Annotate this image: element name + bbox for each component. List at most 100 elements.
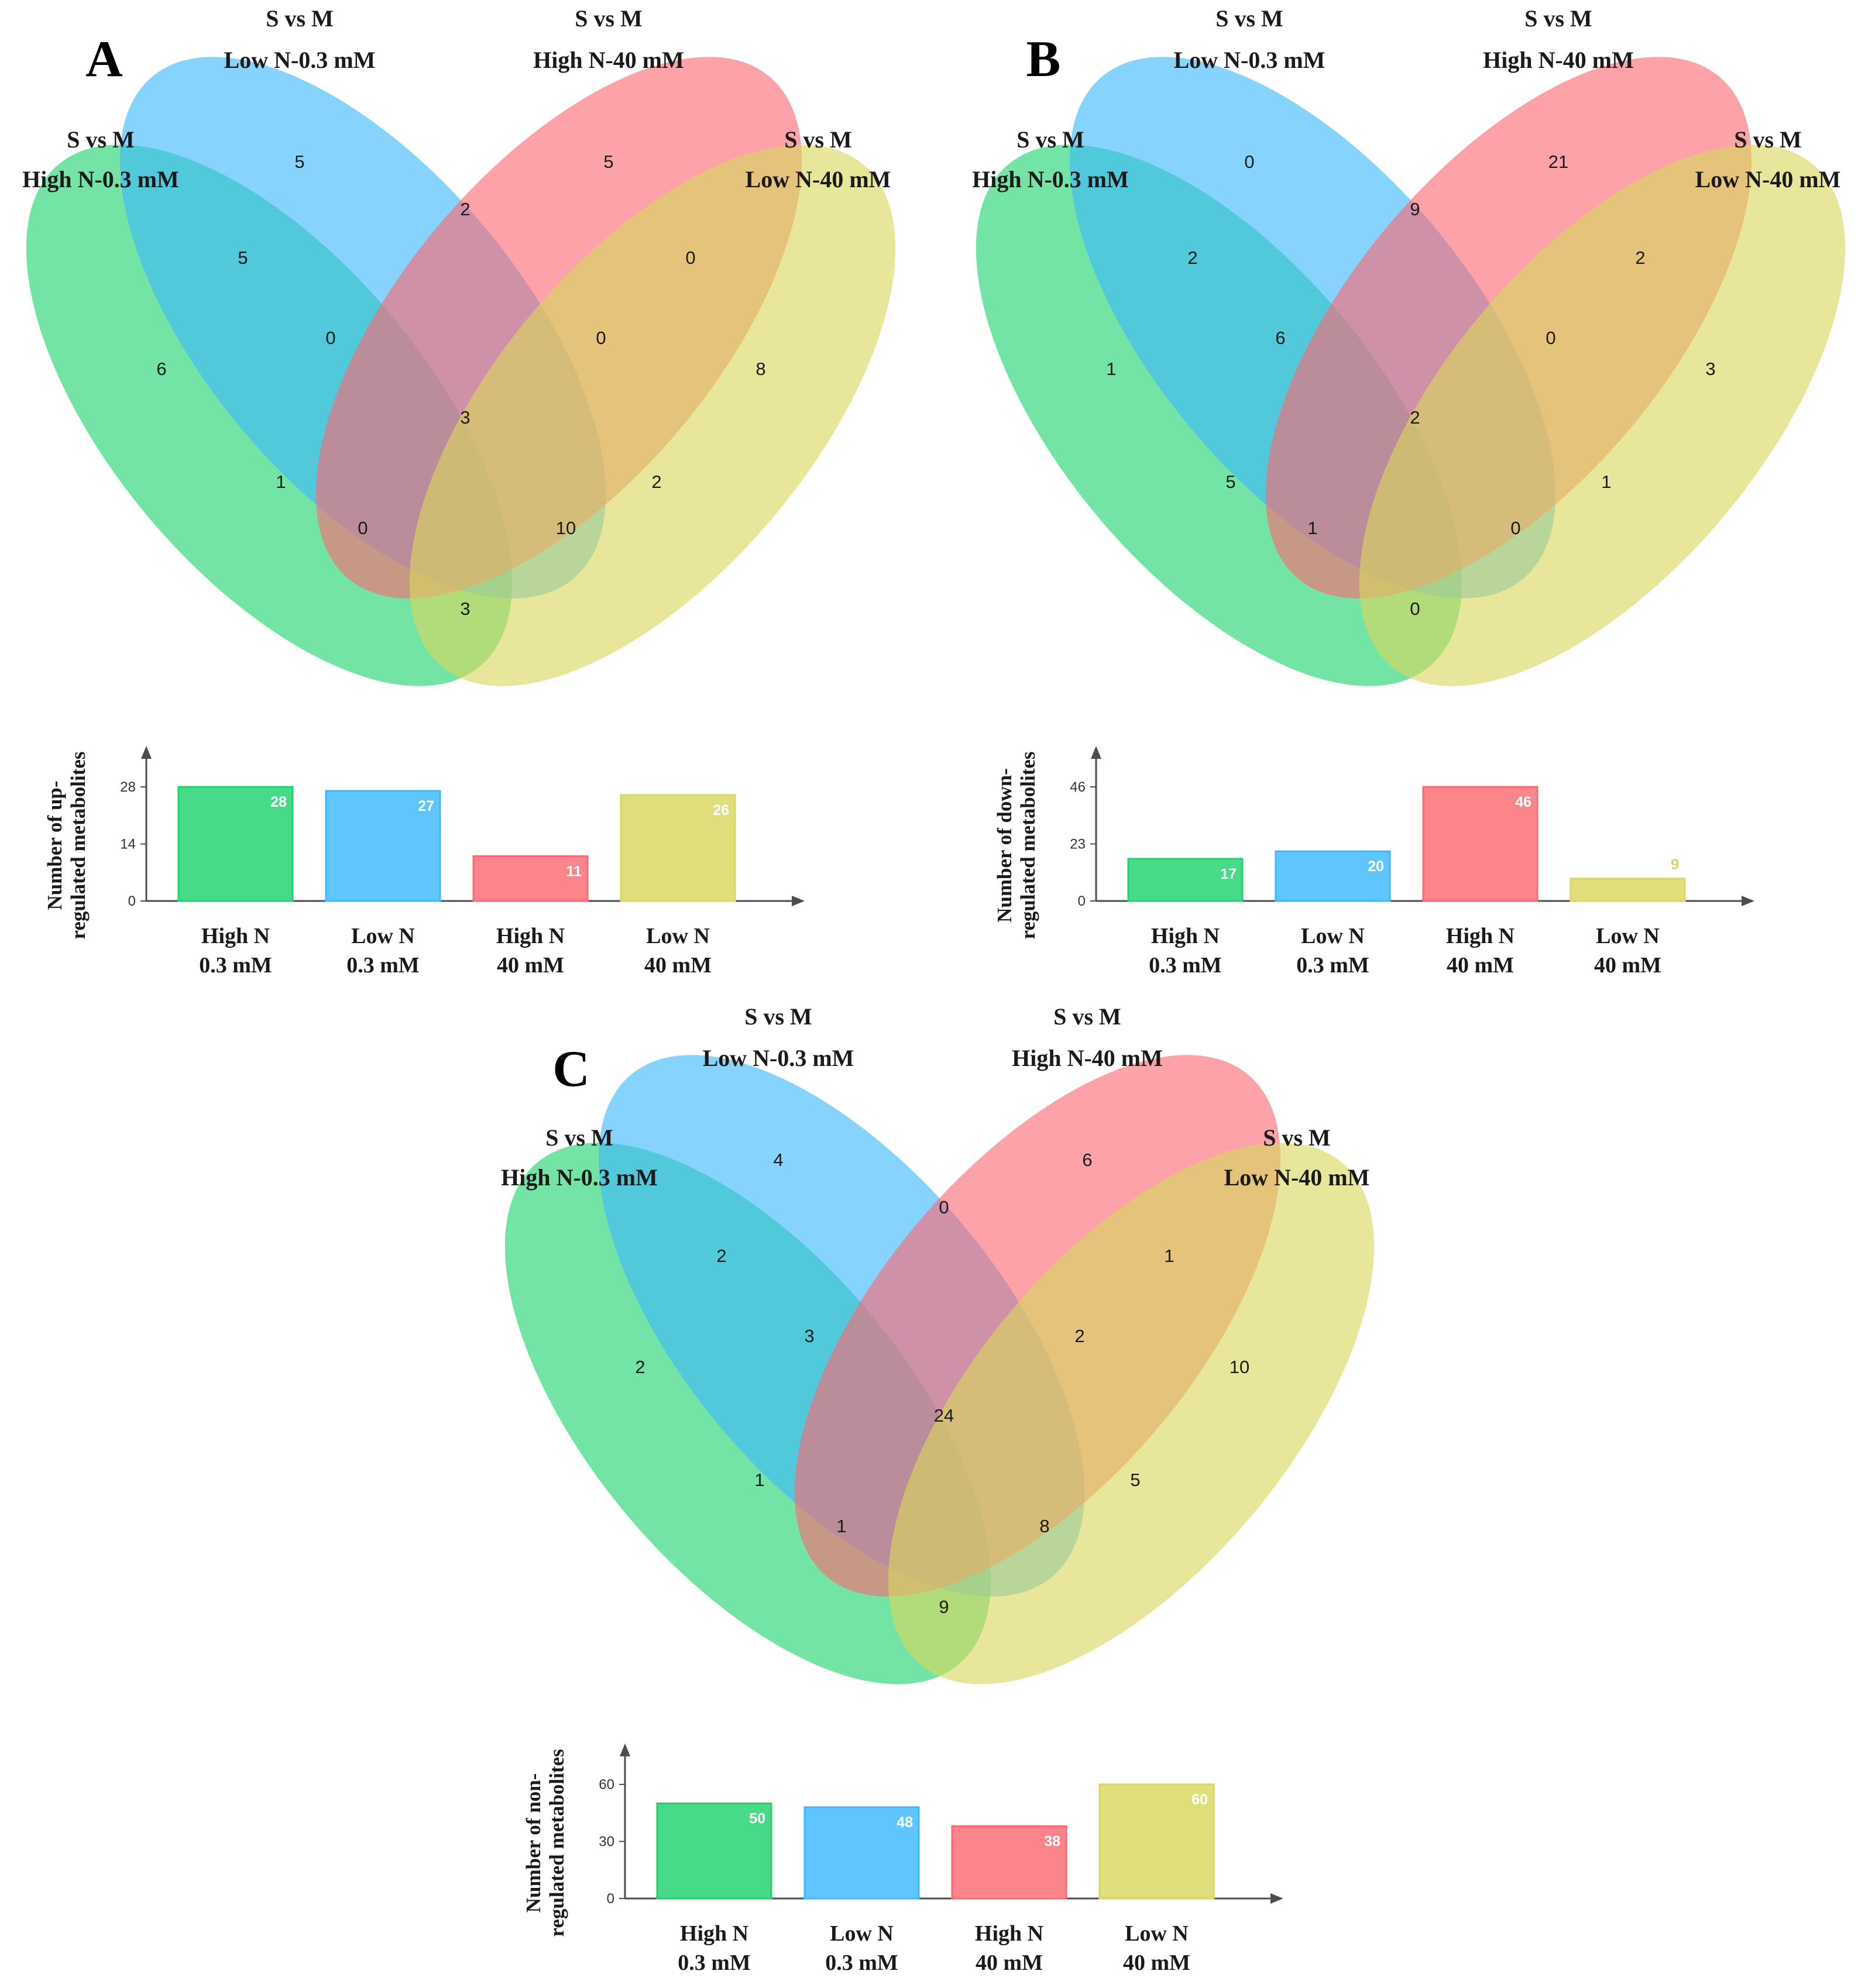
bar-value-label: 60	[1191, 1791, 1208, 1808]
venn-set-label: S vs M	[1734, 126, 1802, 153]
panel-letter: C	[552, 1041, 590, 1098]
x-tick-label: High N	[496, 924, 565, 948]
bar-value-label: 50	[749, 1811, 765, 1827]
venn-region-count: 2	[1635, 247, 1645, 268]
venn-region-count: 10	[1229, 1357, 1249, 1377]
y-axis-label-line: Number of up-	[43, 780, 66, 910]
x-tick-label: High N	[1151, 924, 1220, 948]
y-axis-label-line: regulated metabolites	[1016, 751, 1039, 939]
venn-region-count: 0	[939, 1197, 949, 1217]
venn-region-count: 0	[685, 247, 695, 268]
y-tick-label: 0	[607, 1891, 614, 1907]
venn-set-label: S vs M	[1215, 5, 1283, 32]
y-tick-label: 28	[120, 779, 136, 795]
x-tick-label: High N	[680, 1921, 748, 1946]
venn-region-count: 3	[804, 1326, 814, 1346]
venn-set-label: Low N-40 mM	[1224, 1164, 1370, 1191]
y-tick-label: 23	[1070, 837, 1086, 852]
y-axis-label-line: regulated metabolites	[67, 751, 90, 939]
venn-set-label: S vs M	[744, 1003, 812, 1030]
x-tick-label: 0.3 mM	[1149, 953, 1222, 978]
venn-region-count: 2	[635, 1357, 645, 1377]
bar	[1275, 850, 1391, 902]
venn-set-label: Low N-0.3 mM	[1174, 47, 1325, 73]
x-tick-label: 40 mM	[1123, 1951, 1190, 1975]
venn-set-label: High N-0.3 mM	[972, 166, 1129, 192]
bar-value-label: 46	[1515, 794, 1531, 810]
bar-value-label: 20	[1368, 858, 1384, 875]
venn-panel-c: C S vs M High N-0.3 mM S vs M Low N-0.3 mM S …	[501, 1003, 1375, 1684]
venn-panel-b: B S vs M High N-0.3 mM S vs M Low N-0.3 mM S …	[972, 5, 1846, 686]
x-tick-label: High N	[975, 1921, 1043, 1946]
bar-value-label: 26	[713, 802, 729, 818]
y-tick-label: 30	[599, 1834, 614, 1850]
panel-letter: B	[1026, 31, 1061, 88]
venn-set-label: Low N-0.3 mM	[224, 47, 376, 73]
x-tick-label: High N	[201, 924, 270, 948]
bar	[1098, 1783, 1215, 1900]
x-tick-label: Low N	[646, 924, 710, 948]
venn-set-label: S vs M	[545, 1124, 613, 1151]
venn-set-label: Low N-40 mM	[1695, 166, 1841, 192]
venn-region-count: 8	[755, 359, 765, 379]
venn-set-label: High N-40 mM	[1012, 1045, 1163, 1071]
venn-region-count: 0	[325, 328, 335, 348]
venn-region-count: 4	[773, 1150, 783, 1170]
venn-region-count: 1	[836, 1516, 846, 1536]
x-tick-label: 40 mM	[976, 1951, 1043, 1975]
x-tick-label: 40 mM	[1594, 953, 1661, 978]
y-axis-arrow	[141, 746, 152, 759]
venn-set-label: S vs M	[784, 126, 852, 153]
bar	[1127, 858, 1244, 902]
venn-region-count: 3	[460, 407, 470, 428]
y-tick-label: 46	[1070, 779, 1086, 795]
venn-region-count: 1	[1106, 359, 1116, 379]
x-axis-arrow	[1270, 1893, 1283, 1904]
venn-region-count: 10	[556, 518, 576, 538]
bar	[951, 1825, 1067, 1900]
bar-chart-a: 0 14 28 Number of up-regulated metabolites 2…	[43, 746, 805, 978]
venn-region-count: 0	[1410, 599, 1420, 619]
y-tick-label: 60	[599, 1777, 614, 1793]
bar-value-label: 48	[897, 1814, 913, 1831]
x-tick-label: Low N	[351, 924, 415, 948]
y-tick-label: 0	[128, 893, 136, 909]
y-axis-label: Number of up-regulated metabolites	[43, 751, 90, 939]
venn-set-label: Low N-40 mM	[746, 166, 891, 192]
venn-region-count: 5	[294, 152, 304, 172]
venn-region-count: 5	[238, 247, 248, 268]
x-tick-label: 40 mM	[644, 953, 712, 978]
y-axis-arrow	[1091, 746, 1101, 759]
venn-set-label: Low N-0.3 mM	[703, 1045, 854, 1071]
venn-region-count: 1	[1307, 518, 1317, 538]
venn-set-label: S vs M	[1263, 1124, 1331, 1151]
venn-set-label: S vs M	[575, 5, 643, 32]
y-tick-label: 14	[120, 837, 136, 852]
venn-set-label: High N-0.3 mM	[501, 1164, 658, 1191]
venn-set-yellow	[1359, 145, 1846, 686]
venn-region-count: 24	[934, 1405, 954, 1426]
bar	[803, 1806, 920, 1900]
venn-region-count: 2	[1187, 247, 1197, 268]
bar-value-label: 9	[1671, 857, 1679, 873]
bar	[1422, 786, 1538, 902]
venn-set-label: High N-40 mM	[533, 47, 684, 73]
y-tick-label: 0	[1078, 893, 1086, 909]
venn-region-count: 2	[716, 1246, 726, 1266]
bar-value-label: 11	[566, 863, 582, 879]
x-tick-label: 0.3 mM	[1296, 953, 1369, 978]
venn-set-label: High N-0.3 mM	[22, 166, 179, 192]
x-tick-label: Low N	[830, 1921, 894, 1946]
venn-set-label: High N-40 mM	[1483, 47, 1634, 73]
venn-region-count: 9	[939, 1597, 949, 1617]
venn-region-count: 6	[156, 359, 166, 379]
x-tick-label: 0.3 mM	[199, 953, 272, 978]
x-tick-label: Low N	[1596, 924, 1660, 948]
bar-value-label: 17	[1220, 866, 1237, 882]
venn-region-count: 6	[1275, 328, 1285, 348]
venn-region-count: 21	[1548, 152, 1568, 172]
x-tick-label: Low N	[1125, 1921, 1189, 1946]
bar	[177, 786, 294, 902]
x-axis-arrow	[1742, 896, 1754, 906]
